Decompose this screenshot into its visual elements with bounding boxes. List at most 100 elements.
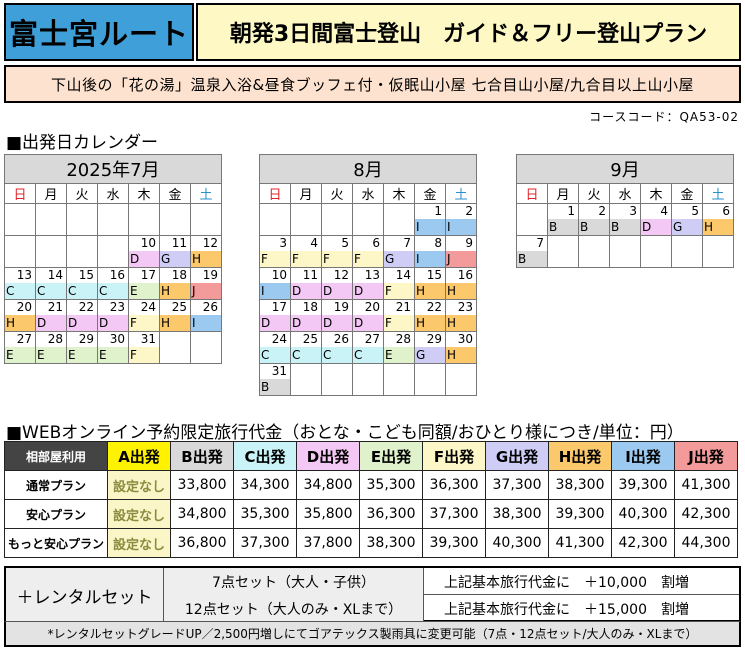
calendar-day: [36, 236, 67, 268]
price-cell: 36,800: [170, 528, 234, 558]
departure-code: D: [641, 219, 671, 235]
departure-code: F: [353, 251, 383, 267]
calendar-day: [641, 236, 672, 268]
calendar-day: 25 C: [291, 332, 322, 364]
calendar-day: [703, 236, 734, 268]
departure-code: E: [384, 347, 414, 363]
calendar-day: 31 B: [260, 364, 291, 396]
departure-code: B: [260, 379, 290, 395]
weekday-row: 日月火水木金土: [516, 184, 734, 204]
price-cell: 34,300: [233, 470, 297, 500]
price-column-header: F出発: [422, 441, 486, 471]
price-column-header: I出発: [611, 441, 675, 471]
departure-code: H: [415, 283, 445, 299]
price-cell: 37,300: [485, 470, 549, 500]
rental-row: 7点セット（大人・子供） 上記基本旅行代金に ＋10,000 割増: [164, 568, 739, 595]
plan-subtitle: 下山後の「花の湯」温泉入浴&昼食ブッフェ付・仮眠山小屋 七合目山小屋/九合目以上…: [4, 65, 741, 103]
calendar-day: [5, 204, 36, 236]
day-number: 15: [426, 268, 442, 282]
day-number: 16: [109, 268, 125, 282]
departure-code: D: [291, 315, 321, 331]
day-number: 31: [271, 364, 287, 378]
rental-label: ＋レンタルセット: [6, 568, 164, 622]
departure-code: C: [260, 347, 290, 363]
calendar-day: [322, 364, 353, 396]
day-number: 19: [333, 300, 349, 314]
departure-code: I: [260, 283, 290, 299]
departure-code: D: [260, 315, 290, 331]
calendar-day: [67, 204, 98, 236]
calendar-day: 12 D: [322, 268, 353, 300]
day-number: 14: [47, 268, 63, 282]
calendar-day: 10 I: [260, 268, 291, 300]
day-number: 13: [16, 268, 32, 282]
departure-code: H: [160, 315, 190, 331]
price-cell: 35,300: [233, 499, 297, 529]
calendar-title: 9月: [516, 155, 734, 184]
day-number: 20: [364, 300, 380, 314]
weekday-label: 火: [67, 184, 98, 204]
calendar-day: 22 H: [415, 300, 446, 332]
weekday-label: 金: [415, 184, 446, 204]
departure-code: D: [322, 315, 352, 331]
day-number: 11: [302, 268, 318, 282]
day-number: 16: [457, 268, 473, 282]
price-row: 安心プラン 設定なし 34,800 35,300 35,800 36,300 37,300 3…: [4, 499, 738, 529]
calendar-august: 8月日月火水木金土 1 I 2 I 3 F 4 F 5 F 6 F 7 G 8 I 9 J 10 I 11 D 12 D 13 D 1…: [259, 154, 477, 396]
day-number: 5: [341, 236, 349, 250]
calendar-day: [291, 364, 322, 396]
price-column-header: C出発: [233, 441, 297, 471]
calendar-day: [191, 332, 222, 364]
calendar-day: 15 C: [67, 268, 98, 300]
day-number: 29: [426, 332, 442, 346]
rental-box: ＋レンタルセット 7点セット（大人・子供） 上記基本旅行代金に ＋10,000 …: [4, 566, 741, 622]
departure-code: H: [446, 347, 476, 363]
plan-title: 朝発3日間富士登山 ガイド＆フリー登山プラン: [196, 3, 741, 61]
calendar-day: 21 D: [36, 300, 67, 332]
price-cell: 33,800: [170, 470, 234, 500]
price-cell: 39,300: [611, 470, 675, 500]
price-cell: 34,800: [170, 499, 234, 529]
departure-code: H: [191, 251, 221, 267]
price-cell: 39,300: [548, 499, 612, 529]
calendar-day: [548, 236, 579, 268]
calendar-day: 20 D: [353, 300, 384, 332]
day-number: 23: [109, 300, 125, 314]
price-table: 相部屋利用 A出発 B出発 C出発 D出発 E出発 F出発 G出発 H出発 I出発 J出発 通常プラン…: [4, 441, 738, 558]
calendar-day: [672, 236, 703, 268]
departure-code: F: [260, 251, 290, 267]
departure-code: B: [610, 219, 640, 235]
calendar-day: 27 C: [353, 332, 384, 364]
price-row-label: もっと安心プラン: [4, 528, 108, 558]
day-number: 25: [171, 300, 187, 314]
departure-code: H: [5, 315, 35, 331]
day-number: 22: [78, 300, 94, 314]
departure-code: H: [446, 315, 476, 331]
departure-code: C: [36, 283, 66, 299]
calendar-day: [291, 204, 322, 236]
departure-code: C: [353, 347, 383, 363]
day-number: 28: [395, 332, 411, 346]
day-number: 7: [403, 236, 411, 250]
day-number: 7: [536, 236, 544, 250]
price-corner-header: 相部屋利用: [4, 441, 108, 471]
calendar-day: 23 H: [446, 300, 477, 332]
price-heading: ■WEBオンライン予約限定旅行代金（おとな・こども同額/おひとり様につき/単位：…: [6, 423, 684, 443]
departure-code: F: [129, 315, 159, 331]
day-number: 28: [47, 332, 63, 346]
calendar-september: 9月日月火水木金土 1 B 2 B 3 B 4 D 5 G 6 H 7 B: [516, 154, 734, 268]
price-cell: 37,300: [233, 528, 297, 558]
calendar-day: [98, 204, 129, 236]
weekday-label: 水: [610, 184, 641, 204]
departure-code: G: [415, 347, 445, 363]
rental-set-name: 7点セット（大人・子供）: [164, 568, 424, 595]
weekday-label: 木: [641, 184, 672, 204]
course-code: コースコード：QA53-02: [589, 110, 739, 124]
calendar-july: 2025年7月日月火水木金土 10 D 11 G 12 H 13 C 14 C 15 C 16 C 17 E 18…: [4, 154, 222, 364]
calendar-day: 19 D: [322, 300, 353, 332]
